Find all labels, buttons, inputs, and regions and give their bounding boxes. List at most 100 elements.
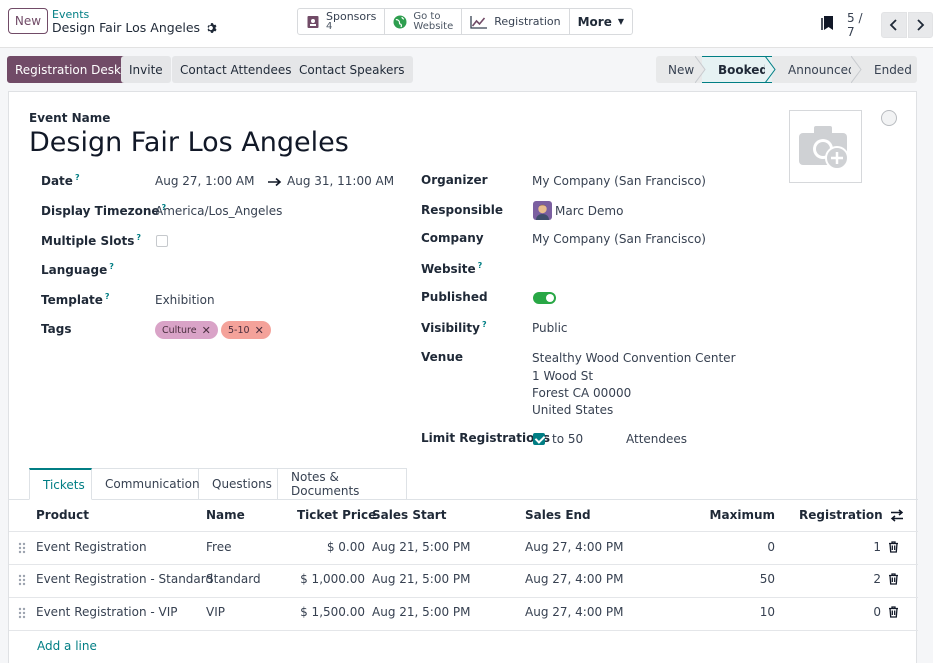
stage-separator: [851, 56, 862, 83]
tab-notes-documents[interactable]: Notes & Documents: [278, 468, 407, 500]
camera-add-icon: [799, 126, 849, 170]
date-end-field[interactable]: Aug 31, 11:00 AM: [287, 174, 395, 188]
row-divider: [9, 630, 918, 631]
drag-handle-icon[interactable]: [18, 574, 26, 586]
close-icon[interactable]: ✕: [201, 323, 211, 337]
date-label: Date?: [41, 173, 80, 188]
registration-desk-button[interactable]: Registration Desk: [7, 56, 130, 83]
column-sales-end[interactable]: Sales End: [525, 508, 591, 522]
chevron-left-icon: [889, 19, 897, 31]
cell-price[interactable]: $ 1,500.00: [300, 605, 365, 619]
add-a-line-link[interactable]: Add a line: [37, 639, 97, 653]
limit-registrations-checkbox[interactable]: [533, 433, 545, 445]
sponsors-count: 4: [326, 20, 333, 32]
cell-maximum[interactable]: 10: [759, 605, 775, 619]
invite-button[interactable]: Invite: [121, 56, 171, 83]
row-divider: [9, 597, 918, 598]
venue-name[interactable]: Stealthy Wood Convention Center: [532, 351, 736, 365]
sponsor-icon: [307, 15, 319, 28]
optional-columns-icon[interactable]: [890, 509, 904, 522]
trash-icon[interactable]: [888, 573, 899, 585]
column-registration[interactable]: Registration: [799, 508, 883, 522]
column-product[interactable]: Product: [36, 508, 89, 522]
go-to-website-smart-button[interactable]: Go to Website: [385, 9, 463, 34]
column-sales-start[interactable]: Sales Start: [372, 508, 447, 522]
control-panel: New Events Design Fair Los Angeles Spons…: [0, 0, 933, 48]
published-toggle[interactable]: [533, 292, 556, 304]
cell-maximum[interactable]: 50: [759, 572, 775, 586]
stage-ended[interactable]: Ended: [858, 56, 917, 83]
cell-maximum[interactable]: 0: [767, 540, 775, 554]
multiple-slots-checkbox[interactable]: [156, 235, 168, 247]
stage-separator-active: [765, 56, 776, 83]
cell-sales-start[interactable]: Aug 21, 5:00 PM: [372, 540, 471, 554]
visibility-field[interactable]: Public: [532, 321, 568, 335]
column-ticket-price[interactable]: Ticket Price: [297, 508, 377, 522]
help-icon: ?: [74, 173, 80, 182]
cell-sales-start[interactable]: Aug 21, 5:00 PM: [372, 605, 471, 619]
help-icon: ?: [136, 233, 141, 242]
limit-max-field[interactable]: to 50: [552, 432, 584, 446]
stage-announced[interactable]: Announced: [772, 56, 858, 83]
kanban-state-indicator[interactable]: [881, 110, 897, 126]
event-name-field[interactable]: Design Fair Los Angeles: [29, 127, 349, 158]
cell-price[interactable]: $ 1,000.00: [300, 572, 365, 586]
website-label-line2: Website: [413, 20, 454, 32]
contact-attendees-button[interactable]: Contact Attendees: [172, 56, 300, 83]
tag-5-10[interactable]: 5-10 ✕: [221, 321, 271, 339]
responsible-field[interactable]: Marc Demo: [555, 204, 624, 218]
help-icon: ?: [477, 261, 483, 270]
drag-handle-icon[interactable]: [18, 607, 26, 619]
registration-smart-button[interactable]: Registration: [462, 9, 570, 34]
pager-previous-button[interactable]: [881, 12, 907, 38]
column-name[interactable]: Name: [206, 508, 245, 522]
stage-new[interactable]: New: [656, 56, 702, 83]
cell-sales-end[interactable]: Aug 27, 4:00 PM: [525, 540, 624, 554]
column-maximum[interactable]: Maximum: [709, 508, 775, 522]
new-button[interactable]: New: [8, 8, 48, 34]
cell-name[interactable]: Free: [206, 540, 232, 554]
cell-name[interactable]: VIP: [206, 605, 225, 619]
trash-icon[interactable]: [888, 541, 899, 553]
contact-speakers-button[interactable]: Contact Speakers: [291, 56, 413, 83]
cell-sales-end[interactable]: Aug 27, 4:00 PM: [525, 605, 624, 619]
company-field[interactable]: My Company (San Francisco): [532, 232, 706, 246]
stage-statusbar: New Booked Announced Ended: [656, 56, 917, 83]
more-dropdown[interactable]: More ▼: [570, 9, 632, 34]
date-start-field[interactable]: Aug 27, 1:00 AM: [155, 174, 255, 188]
chart-line-icon: [470, 15, 488, 29]
language-label: Language?: [41, 262, 114, 277]
organizer-field[interactable]: My Company (San Francisco): [532, 174, 706, 188]
drag-handle-icon[interactable]: [18, 542, 26, 554]
tab-questions[interactable]: Questions: [199, 468, 278, 500]
bookmark-stack-icon[interactable]: [821, 15, 835, 31]
pager-value[interactable]: 5 / 7: [847, 11, 863, 39]
sponsors-smart-button[interactable]: Sponsors 4: [298, 9, 386, 34]
website-label-line1: Go to: [413, 10, 441, 22]
trash-icon[interactable]: [888, 606, 899, 618]
gear-icon[interactable]: [206, 22, 218, 34]
pager-next-button[interactable]: [907, 12, 933, 38]
breadcrumb-events[interactable]: Events: [52, 8, 90, 21]
more-label: More: [577, 14, 612, 29]
cell-sales-end[interactable]: Aug 27, 4:00 PM: [525, 572, 624, 586]
cell-price[interactable]: $ 0.00: [326, 540, 365, 554]
cell-sales-start[interactable]: Aug 21, 5:00 PM: [372, 572, 471, 586]
tab-tickets[interactable]: Tickets: [29, 468, 92, 500]
cell-product[interactable]: Event Registration - Standard: [36, 572, 214, 586]
cell-name[interactable]: Standard: [206, 572, 261, 586]
avatar[interactable]: [533, 201, 552, 220]
cell-product[interactable]: Event Registration - VIP: [36, 605, 178, 619]
tags-label: Tags: [41, 322, 72, 336]
close-icon[interactable]: ✕: [254, 323, 264, 337]
event-image-field[interactable]: [789, 110, 862, 183]
stage-separator: [695, 56, 706, 83]
help-icon: ?: [161, 203, 167, 212]
stage-booked[interactable]: Booked: [702, 56, 772, 83]
timezone-field[interactable]: America/Los_Angeles: [155, 204, 283, 218]
cell-product[interactable]: Event Registration: [36, 540, 147, 554]
help-icon: ?: [104, 292, 110, 301]
tab-communication[interactable]: Communication: [92, 468, 200, 500]
template-field[interactable]: Exhibition: [155, 293, 215, 307]
tag-culture[interactable]: Culture ✕: [155, 321, 218, 339]
